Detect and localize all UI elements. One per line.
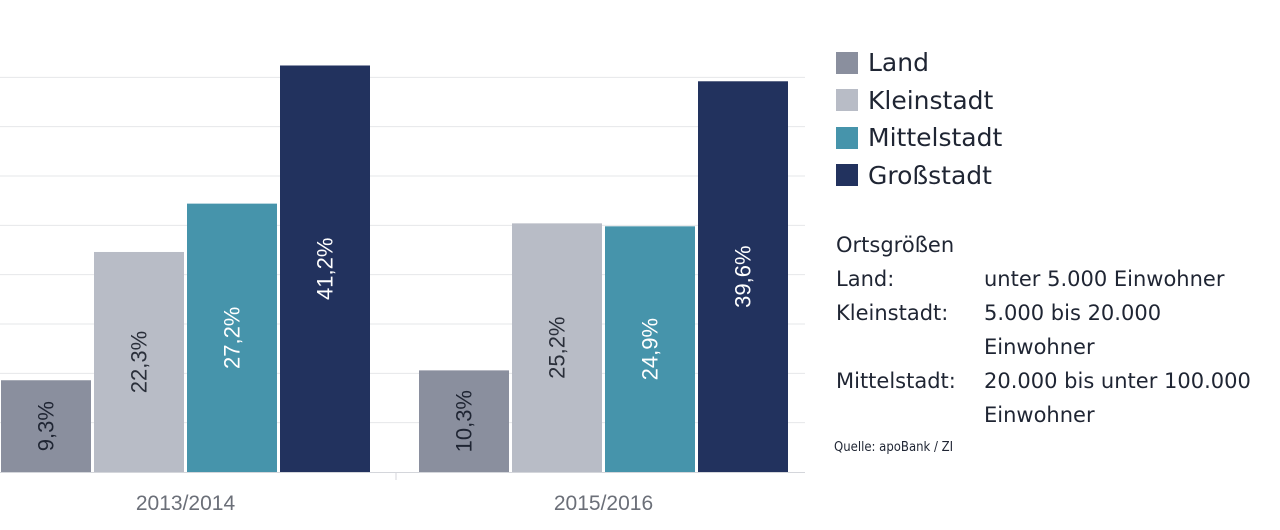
size-definitions: Ortsgrößen Land: unter 5.000 Einwohner K… (836, 228, 1280, 432)
legend-swatch-grossstadt (836, 164, 858, 187)
source-note: Quelle: apoBank / ZI (834, 440, 954, 455)
data-label: 41,2% (313, 238, 338, 300)
data-label: 22,3% (127, 331, 152, 393)
bar (1, 380, 91, 472)
note-line: 5.000 bis 20.000 (984, 301, 1162, 325)
data-label: 39,6% (731, 245, 756, 307)
bar (605, 226, 695, 472)
data-label: 27,2% (220, 307, 245, 369)
legend-item-grossstadt: Großstadt (836, 157, 1276, 195)
legend-swatch-land (836, 51, 858, 74)
x-axis: 2013/2014 2015/2016 (0, 472, 805, 515)
bar (280, 65, 370, 472)
note-term: Kleinstadt: (836, 301, 949, 325)
note-row-mittelstadt: Mittelstadt: 20.000 bis unter 100.000 Ei… (836, 364, 1280, 432)
x-tick-label: 2015/2016 (554, 492, 653, 515)
data-labels: 9,3% 22,3% 27,2% 41,2% 10,3% 25,2% 24,9% 39,6% (34, 238, 756, 453)
note-term: Mittelstadt: (836, 369, 956, 393)
legend-item-mittelstadt: Mittelstadt (836, 119, 1276, 157)
notes-title: Ortsgrößen (836, 233, 955, 257)
legend-label-grossstadt: Großstadt (868, 160, 992, 190)
legend-swatch-mittelstadt (836, 126, 858, 149)
legend-label-kleinstadt: Kleinstadt (868, 85, 994, 115)
note-desc: 5.000 bis 20.000 Einwohner (984, 296, 1280, 364)
data-label: 9,3% (34, 401, 59, 451)
legend-label-land: Land (868, 48, 929, 78)
note-line: 20.000 bis unter 100.000 (984, 369, 1251, 393)
note-desc: unter 5.000 Einwohner (984, 262, 1280, 296)
data-label: 25,2% (545, 316, 570, 378)
note-line: unter 5.000 Einwohner (984, 267, 1225, 291)
bar-chart: 9,3%22,3% 27,2%41,2%10,3%25,2% 24,9%39,6% … (0, 65, 805, 515)
note-row-kleinstadt: Kleinstadt: 5.000 bis 20.000 Einwohner (836, 296, 1280, 364)
legend-swatch-kleinstadt (836, 89, 858, 112)
note-desc: 20.000 bis unter 100.000 Einwohner (984, 364, 1280, 432)
bar (419, 370, 509, 472)
x-tick-label: 2013/2014 (136, 492, 236, 515)
data-label: 10,3% (452, 390, 477, 452)
legend-item-land: Land (836, 44, 1276, 82)
bar (698, 81, 788, 472)
bars (1, 65, 788, 473)
note-line: Einwohner (984, 403, 1095, 427)
note-line: Einwohner (984, 335, 1095, 359)
legend-item-kleinstadt: Kleinstadt (836, 82, 1276, 120)
bar (187, 203, 277, 473)
bar (512, 223, 602, 472)
legend-label-mittelstadt: Mittelstadt (868, 123, 1003, 153)
note-row-land: Land: unter 5.000 Einwohner (836, 262, 1280, 296)
note-term: Land: (836, 267, 895, 291)
legend: Land Kleinstadt Mittelstadt Großstadt (836, 44, 1276, 194)
data-label: 24,9% (638, 318, 663, 380)
bar (94, 251, 184, 472)
